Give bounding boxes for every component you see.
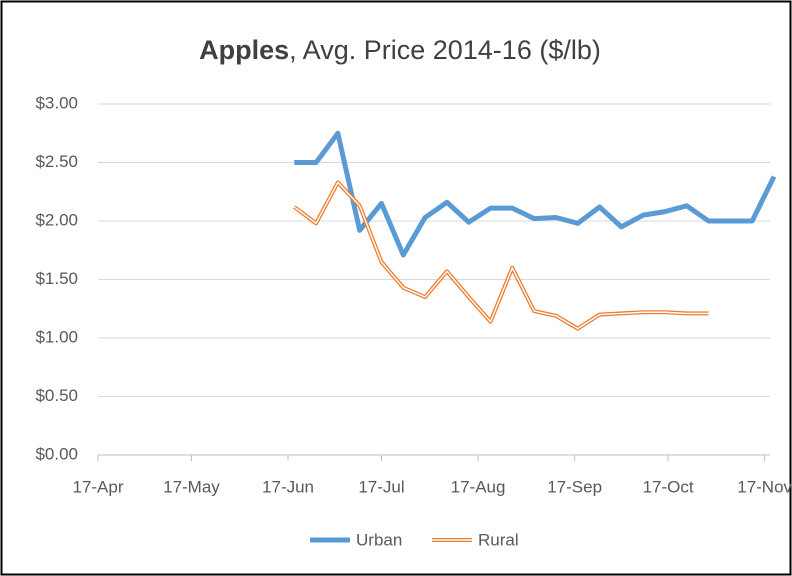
chart-title: Apples, Avg. Price 2014-16 ($/lb) — [199, 35, 601, 65]
series-line-inner — [293, 181, 709, 330]
x-tick-label: 17-Sep — [547, 477, 602, 496]
legend-label: Urban — [356, 530, 402, 549]
x-tick-label: 17-Nov — [737, 477, 792, 496]
legend-label: Rural — [478, 530, 519, 549]
y-tick-label: $0.50 — [35, 386, 78, 405]
x-tick-label: 17-Oct — [643, 477, 694, 496]
x-tick-label: 17-Jun — [262, 477, 314, 496]
x-tick-label: 17-Jul — [358, 477, 404, 496]
y-tick-label: $2.50 — [35, 152, 78, 171]
x-tick-label: 17-Aug — [451, 477, 506, 496]
series-line — [294, 130, 777, 258]
y-tick-label: $0.00 — [35, 444, 78, 463]
y-tick-label: $1.50 — [35, 269, 78, 288]
y-tick-label: $2.00 — [35, 210, 78, 229]
x-tick-label: 17-Apr — [72, 477, 123, 496]
title-rest: , Avg. Price 2014-16 ($/lb) — [289, 35, 601, 65]
y-tick-label: $3.00 — [35, 93, 78, 112]
title-bold: Apples — [199, 35, 289, 65]
x-tick-label: 17-May — [163, 477, 220, 496]
y-tick-label: $1.00 — [35, 327, 78, 346]
